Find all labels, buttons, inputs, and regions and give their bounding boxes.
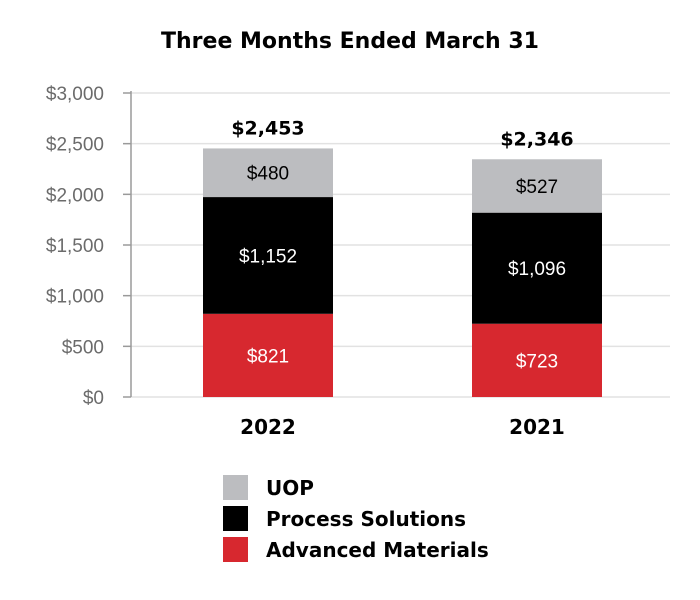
chart-title: Three Months Ended March 31	[161, 29, 539, 54]
bar-uop-2022	[203, 148, 333, 198]
legend-swatch-process-solutions	[223, 506, 248, 531]
bars: $821 $1,152 $480 $2,453 $723 $1,096 $527 $2,346	[203, 117, 602, 397]
y-axis-ticks: $0 $500 $1,000 $1,500 $2,000 $2,500 $3,000	[46, 84, 131, 409]
data-label-uop-2021: $527	[516, 177, 558, 198]
legend-label-uop: UOP	[266, 476, 314, 500]
y-tick-label: $1,500	[46, 236, 104, 257]
legend: UOP Process Solutions Advanced Materials	[223, 475, 489, 562]
bar-process-solutions-2021	[472, 212, 602, 324]
bar-process-solutions-2022	[203, 197, 333, 314]
y-tick-label: $3,000	[46, 84, 104, 105]
total-label-2021: $2,346	[500, 128, 573, 150]
bar-advanced-materials-2022	[203, 313, 333, 397]
legend-swatch-uop	[223, 475, 248, 500]
bar-uop-2021	[472, 159, 602, 213]
bar-advanced-materials-2021	[472, 323, 602, 397]
total-label-2022: $2,453	[231, 117, 304, 139]
data-label-advanced-materials-2021: $723	[516, 351, 558, 372]
data-label-advanced-materials-2022: $821	[247, 346, 289, 367]
legend-swatch-advanced-materials	[223, 537, 248, 562]
y-tick-label: $500	[62, 337, 104, 358]
x-tick-label: 2021	[509, 415, 565, 439]
data-label-uop-2022: $480	[247, 164, 289, 185]
data-label-process-solutions-2021: $1,096	[508, 259, 566, 280]
y-tick-label: $0	[83, 388, 104, 409]
y-tick-label: $2,000	[46, 185, 104, 206]
x-tick-label: 2022	[240, 415, 296, 439]
legend-label-process-solutions: Process Solutions	[266, 507, 466, 531]
y-tick-label: $1,000	[46, 287, 104, 308]
x-axis-ticks: 2022 2021	[240, 415, 565, 439]
y-tick-label: $2,500	[46, 135, 104, 156]
legend-label-advanced-materials: Advanced Materials	[266, 538, 489, 562]
data-label-process-solutions-2022: $1,152	[239, 246, 297, 267]
